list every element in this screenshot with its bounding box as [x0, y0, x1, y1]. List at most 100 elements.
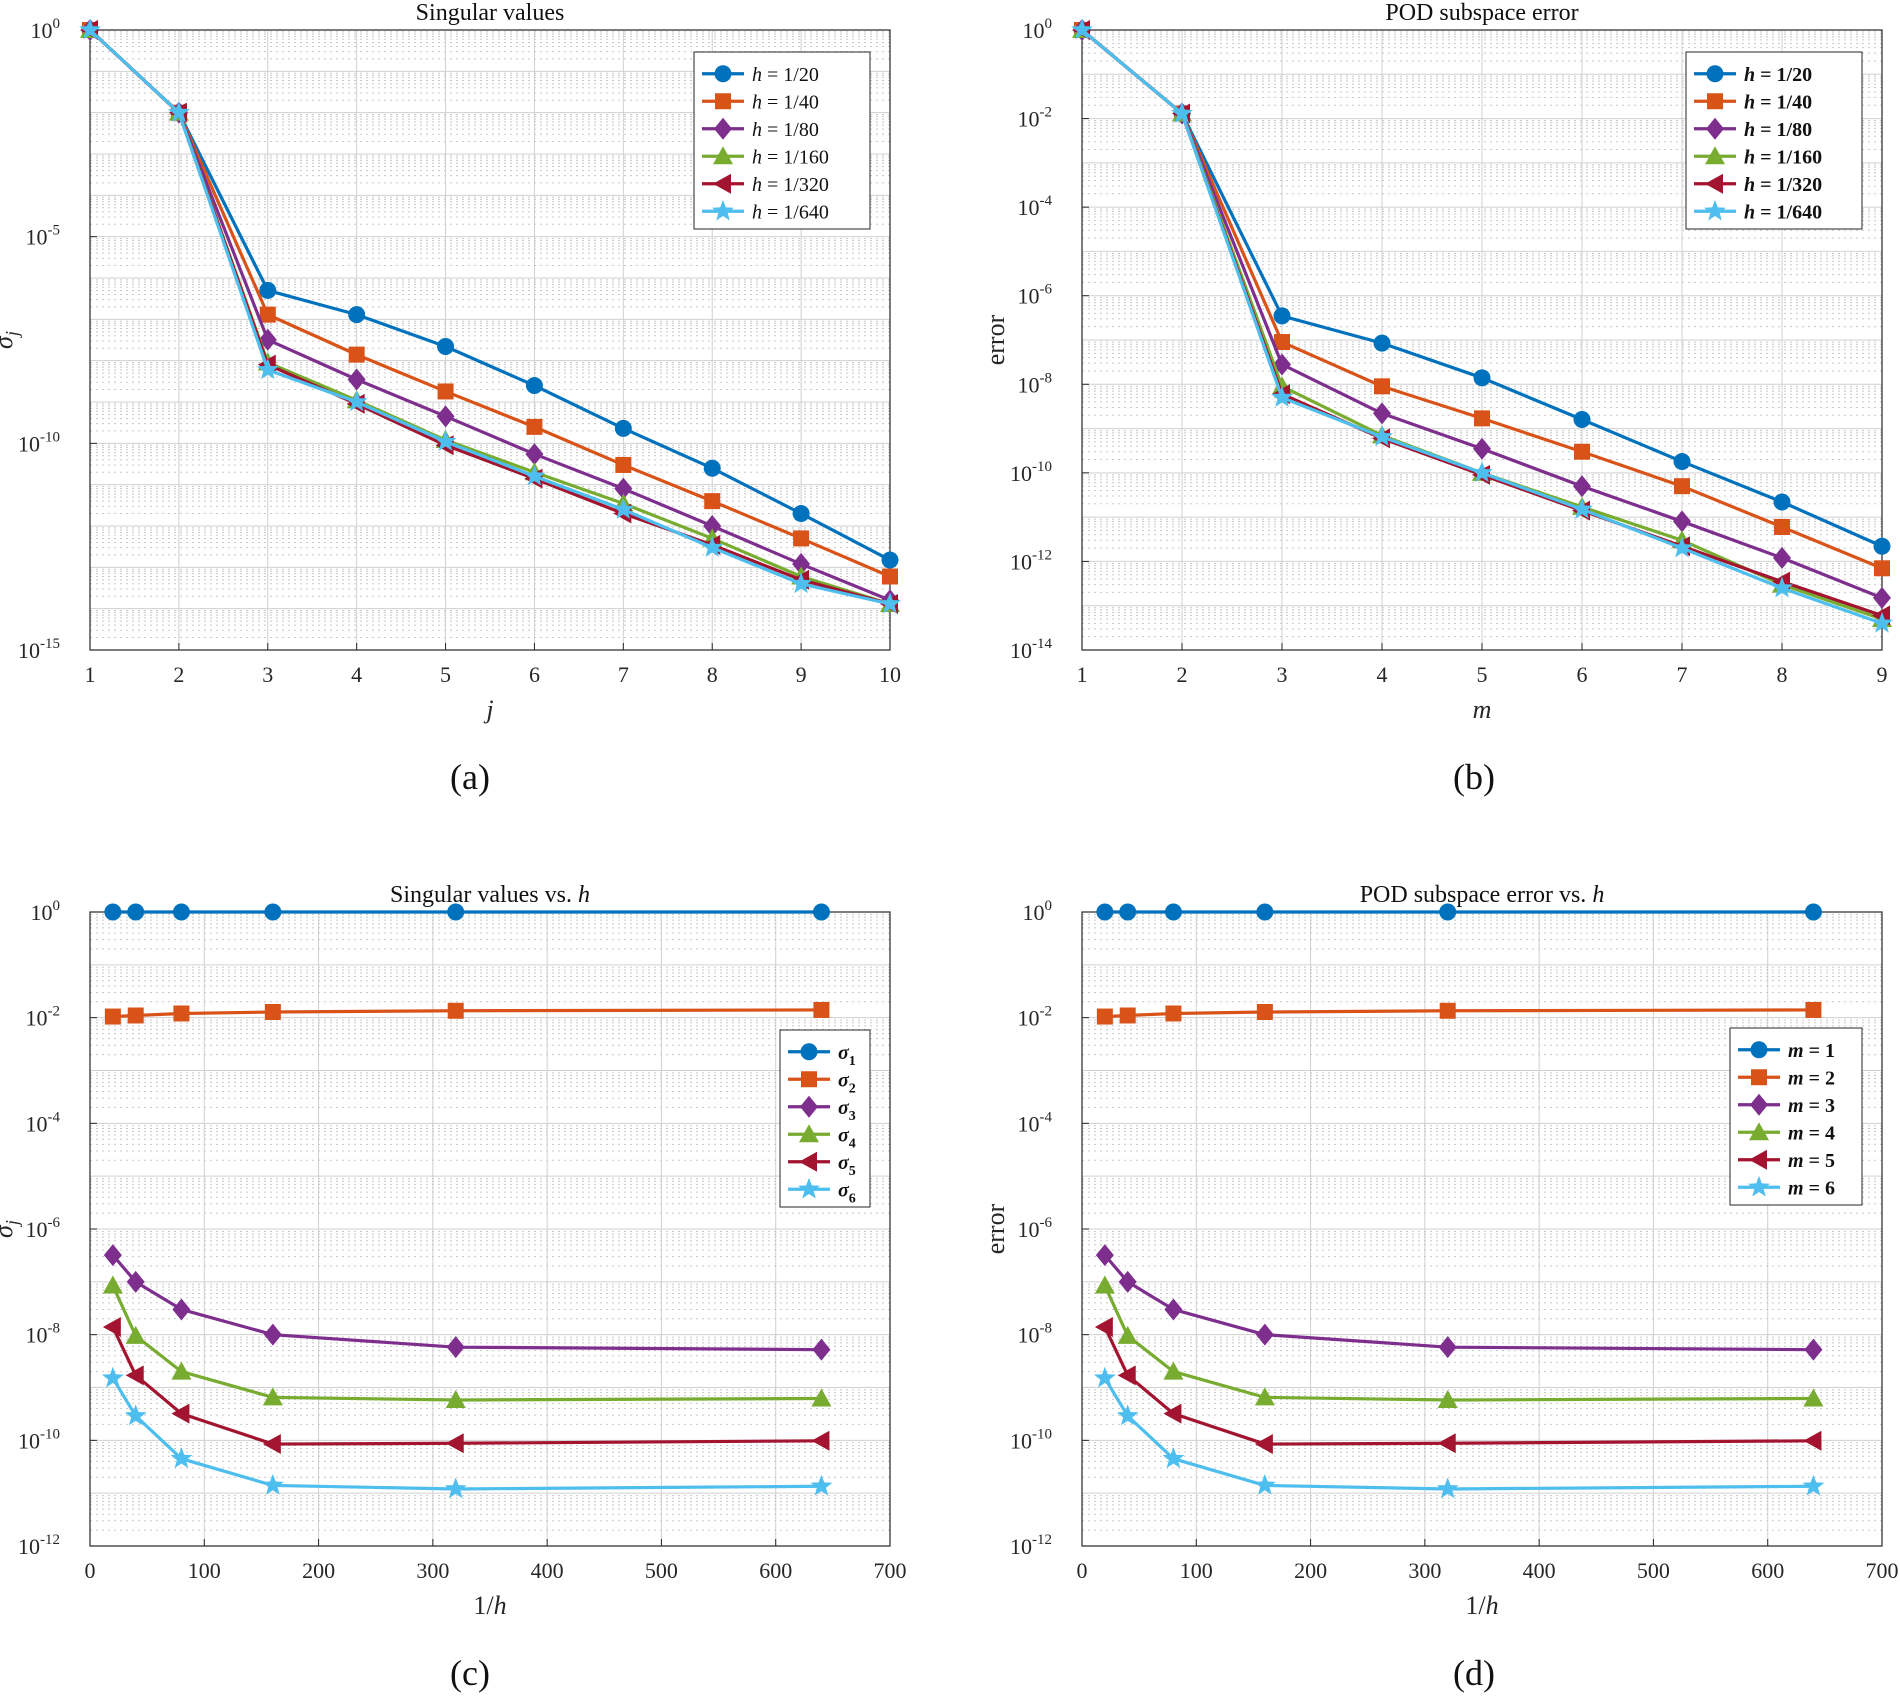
data-point	[1119, 903, 1137, 921]
data-point	[437, 383, 454, 400]
data-point	[1873, 586, 1891, 609]
data-point	[1071, 18, 1093, 40]
legend-entry-h-1-40: h = 1/40	[1744, 91, 1812, 113]
y-tick-label: 10-6	[1018, 1215, 1053, 1242]
data-point	[1373, 334, 1391, 352]
data-point	[1671, 536, 1693, 558]
series-2	[104, 1001, 830, 1025]
data-point	[1254, 1387, 1275, 1406]
data-point	[127, 1007, 144, 1024]
data-point	[434, 430, 457, 451]
data-point	[125, 1365, 144, 1386]
x-tick-label: 200	[302, 1558, 335, 1583]
legend-box	[779, 1029, 871, 1208]
y-tick-label: 10-10	[1010, 1426, 1052, 1453]
data-point	[1802, 1474, 1825, 1496]
series-m-5	[1094, 1316, 1822, 1455]
x-axis-label: 1/h	[1465, 1591, 1498, 1620]
chart-b: 1 2 3 4 5 6 7 8 9 10-14 10-12 10-10 10-8 10-6 10-4 10-2…	[981, 0, 1893, 724]
series-m-3	[1095, 1244, 1823, 1361]
caption-b: (b)	[1453, 757, 1495, 797]
x-tick-label: 10	[879, 662, 901, 687]
y-tick-label: 10-10	[1010, 459, 1052, 486]
data-point	[812, 903, 830, 921]
legend-entry-m-5: m = 5	[1788, 1150, 1835, 1172]
data-point	[436, 405, 455, 428]
data-point	[1474, 410, 1490, 427]
data-point	[101, 1366, 124, 1388]
data-point	[701, 536, 724, 557]
series-m-2	[1096, 1001, 1822, 1025]
data-point	[79, 18, 101, 40]
data-point	[1804, 903, 1822, 921]
data-point	[812, 1338, 831, 1361]
y-tick-label: 100	[31, 898, 61, 925]
x-tick-label: 500	[1637, 1558, 1670, 1583]
legend-marker	[1750, 1041, 1768, 1059]
data-point	[525, 443, 544, 466]
chart-d: 0 100 200 300 400 500 600 700 10-12 10-10 10-8 10-6…	[981, 882, 1899, 1620]
legend-marker	[1750, 1093, 1768, 1116]
legend-marker	[713, 173, 731, 194]
data-point	[879, 592, 901, 614]
data-point	[792, 553, 811, 576]
data-point	[348, 306, 366, 324]
data-point	[347, 368, 366, 391]
series-6	[101, 1366, 833, 1499]
legend: h = 1/20 h = 1/40 h = 1/80 h = 1/160 h = 1/3…	[1685, 51, 1863, 230]
legend-marker	[1705, 173, 1723, 194]
series-line	[1103, 1326, 1814, 1446]
legend-entry-3: σ3	[838, 1097, 856, 1124]
y-tick-label: 10-2	[26, 1004, 61, 1031]
data-point	[259, 306, 276, 323]
data-point	[170, 1447, 193, 1468]
legend-entry-h-1-20: h = 1/20	[1744, 64, 1812, 86]
data-point	[614, 419, 632, 437]
data-point	[262, 1387, 283, 1406]
legend-marker	[1751, 1069, 1767, 1086]
data-point	[102, 1275, 123, 1294]
data-point	[612, 498, 635, 519]
x-tick-label: 6	[1577, 662, 1588, 687]
y-tick-label: 10-4	[1018, 193, 1053, 220]
y-tick-label: 10-2	[1018, 105, 1053, 132]
data-point	[1164, 903, 1182, 921]
data-point	[1118, 1270, 1137, 1293]
series-h-1-640	[1071, 18, 1893, 633]
data-point	[1253, 1473, 1276, 1495]
data-point	[1116, 1404, 1139, 1426]
data-point	[167, 101, 190, 122]
data-point	[447, 903, 465, 921]
data-point	[523, 464, 546, 486]
y-tick-label: 10-6	[1018, 282, 1053, 309]
series-line	[111, 1284, 822, 1402]
data-point	[1771, 576, 1793, 598]
data-point	[262, 1434, 281, 1455]
data-point	[810, 1474, 833, 1496]
data-point	[703, 515, 722, 537]
data-point	[1803, 1388, 1824, 1407]
data-point	[1804, 1338, 1823, 1361]
data-point	[1805, 1001, 1822, 1018]
x-tick-label: 600	[759, 1558, 792, 1583]
x-tick-label: 2	[1177, 662, 1188, 687]
data-point	[264, 903, 282, 921]
legend-entry-h-1-80: h = 1/80	[1744, 119, 1812, 141]
x-tick-label: 400	[1523, 1558, 1556, 1583]
data-point	[1255, 1323, 1274, 1346]
legend-marker	[712, 199, 734, 221]
legend-marker	[1748, 1175, 1770, 1197]
legend-marker	[714, 65, 732, 83]
y-tick-label: 10-12	[18, 1532, 60, 1559]
legend-entry-4: σ4	[838, 1124, 856, 1151]
legend: m = 1 m = 2 m = 3 m = 4 m = 5 m = 6	[1729, 1027, 1863, 1206]
data-point	[1573, 475, 1591, 498]
chart-c: 0 100 200 300 400 500 600 700 10-12 10-10 10-8 10-6…	[0, 882, 907, 1620]
data-point	[264, 1004, 281, 1021]
x-tick-label: 1	[85, 662, 96, 687]
data-point	[1095, 1244, 1114, 1267]
x-tick-label: 8	[707, 662, 718, 687]
x-tick-label: 300	[416, 1558, 449, 1583]
data-point	[1271, 386, 1293, 407]
